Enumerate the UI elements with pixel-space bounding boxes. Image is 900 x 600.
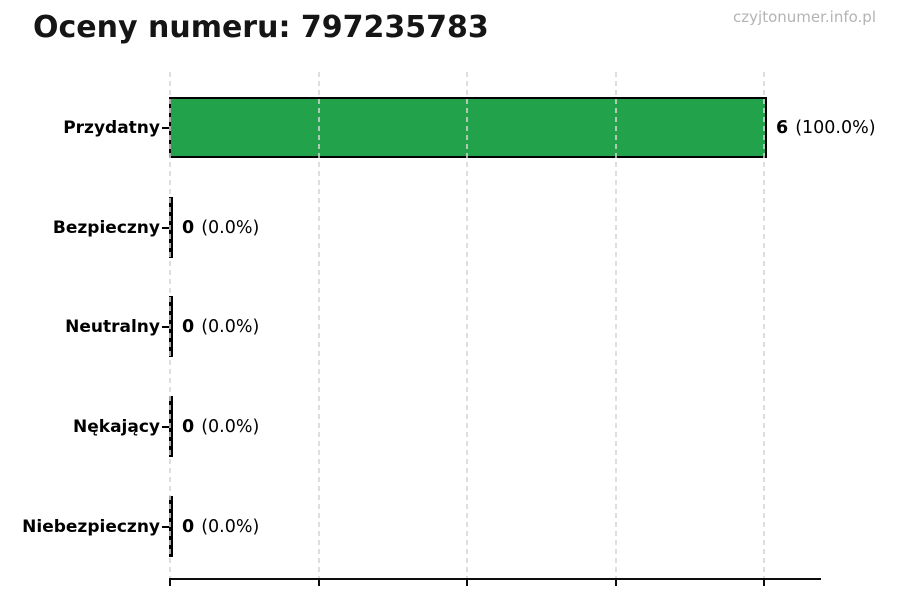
category-label: Przydatny	[63, 118, 160, 138]
gridline	[169, 72, 171, 579]
category-label: Bezpieczny	[52, 218, 160, 238]
category-label: Neutralny	[65, 317, 160, 337]
gridline	[466, 72, 468, 579]
bar-percent: (0.0%)	[201, 317, 260, 337]
x-axis-tick	[466, 580, 468, 586]
y-axis-tick	[162, 227, 170, 229]
bar-count: 0	[182, 317, 195, 337]
bar-annotation: 0 (0.0%)	[182, 477, 259, 577]
watermark: czyjtonumer.info.pl	[733, 8, 876, 26]
x-axis-tick	[763, 580, 765, 586]
chart-title: Oceny numeru: 797235783	[33, 10, 489, 45]
chart-row: Niebezpieczny 0 (0.0%)	[0, 477, 900, 577]
bar-count: 0	[182, 517, 195, 537]
chart-row: Nękający 0 (0.0%)	[0, 377, 900, 477]
y-axis-tick	[162, 526, 170, 528]
bar-percent: (0.0%)	[201, 417, 260, 437]
bar-count: 0	[182, 218, 195, 238]
x-axis-tick	[317, 580, 320, 586]
y-axis-tick	[162, 326, 170, 328]
x-axis-tick	[169, 580, 171, 586]
chart-row: Przydatny 6 (100.0%)	[0, 78, 900, 178]
bar	[169, 97, 767, 158]
gridline	[614, 72, 617, 579]
chart-row: Bezpieczny 0 (0.0%)	[0, 178, 900, 278]
bar-annotation: 0 (0.0%)	[182, 277, 259, 377]
bar-annotation: 6 (100.0%)	[776, 78, 876, 178]
y-axis-tick	[162, 127, 170, 129]
x-axis-line	[169, 578, 821, 580]
bar-percent: (100.0%)	[795, 118, 876, 138]
y-axis-tick	[162, 426, 170, 428]
bar-count: 0	[182, 417, 195, 437]
chart-row: Neutralny 0 (0.0%)	[0, 277, 900, 377]
category-label: Nękający	[73, 417, 160, 437]
category-label: Niebezpieczny	[22, 517, 160, 537]
bar-percent: (0.0%)	[201, 517, 260, 537]
bar-annotation: 0 (0.0%)	[182, 377, 259, 477]
x-axis-tick	[614, 580, 617, 586]
bar-percent: (0.0%)	[201, 218, 260, 238]
bar-count: 6	[776, 118, 789, 138]
gridline	[317, 72, 320, 579]
bar-annotation: 0 (0.0%)	[182, 178, 259, 278]
gridline	[763, 72, 765, 579]
